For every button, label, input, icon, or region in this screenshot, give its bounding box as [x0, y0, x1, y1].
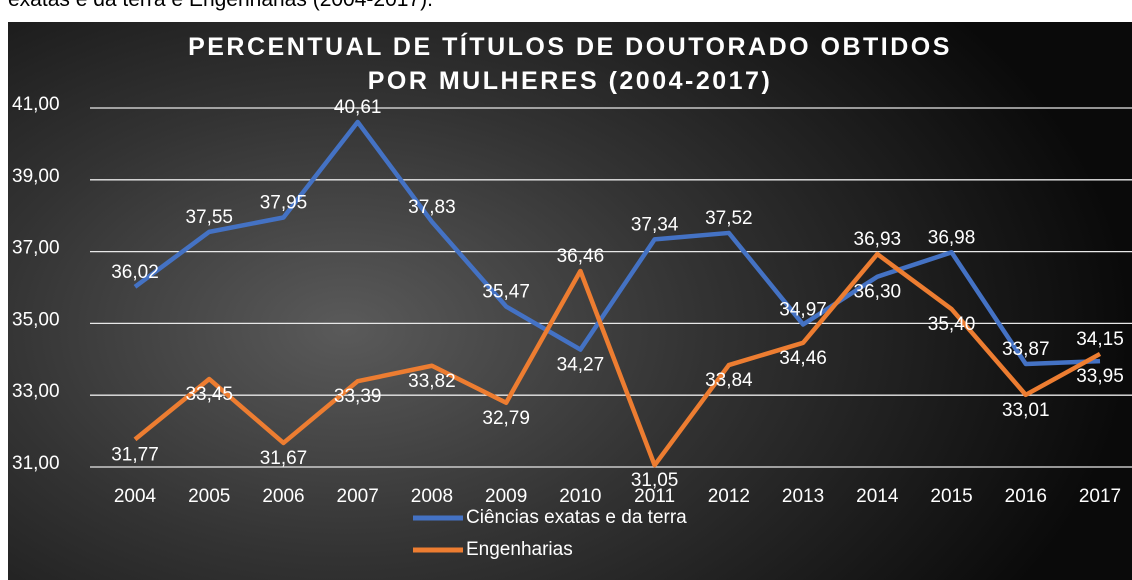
legend-label: Engenharias: [466, 539, 573, 560]
data-label: 37,34: [631, 214, 679, 235]
data-label: 37,83: [408, 197, 456, 218]
y-tick-label: 35,00: [12, 309, 60, 330]
chart-title: PERCENTUAL DE TÍTULOS DE DOUTORADO OBTID…: [188, 33, 952, 95]
data-label: 37,95: [260, 193, 308, 214]
legend-label: Ciências exatas e da terra: [466, 507, 687, 528]
data-label: 33,01: [1002, 400, 1050, 421]
caption: exatas e da terra e Engenharias (2004-20…: [8, 0, 433, 12]
data-label: 36,46: [557, 246, 605, 267]
y-tick-label: 41,00: [12, 94, 60, 115]
data-label: 35,40: [928, 314, 976, 335]
series-line: [133, 119, 1101, 367]
data-label: 33,87: [1002, 339, 1050, 360]
x-tick-label: 2007: [337, 486, 379, 507]
data-label: 36,30: [854, 282, 902, 303]
x-tick-label: 2014: [856, 486, 899, 507]
y-tick-label: 37,00: [12, 238, 60, 259]
chart: 31,00 33,00 35,00 37,00 39,00 41,00 2004 2005 20…: [12, 94, 1132, 560]
data-label: 34,15: [1076, 329, 1124, 350]
data-label: 33,82: [408, 371, 456, 392]
x-tick-label: 2016: [1005, 486, 1047, 507]
x-tick-label: 2009: [485, 486, 527, 507]
data-label: 40,61: [334, 97, 382, 118]
x-tick-label: 2013: [782, 486, 824, 507]
chart-area: PERCENTUAL DE TÍTULOS DE DOUTORADO OBTID…: [8, 22, 1132, 580]
data-label: 31,77: [111, 444, 159, 465]
y-tick-label: 33,00: [12, 381, 60, 402]
data-label: 36,93: [854, 229, 902, 250]
x-tick-label: 2006: [262, 486, 304, 507]
x-tick-label: 2010: [559, 486, 601, 507]
data-label: 33,39: [334, 386, 382, 407]
x-tick-label: 2005: [188, 486, 230, 507]
x-tick-label: 2017: [1079, 486, 1121, 507]
data-label: 31,05: [631, 470, 679, 491]
x-tick-label: 2015: [930, 486, 972, 507]
x-tick-label: 2008: [411, 486, 453, 507]
data-label: 37,52: [705, 208, 753, 229]
data-label: 35,47: [482, 282, 530, 303]
x-tick-label: 2011: [634, 486, 675, 507]
data-label: 33,95: [1076, 366, 1124, 387]
x-tick-label: 2004: [114, 486, 157, 507]
data-label: 36,98: [928, 227, 976, 248]
series-line: [133, 251, 1102, 468]
data-label: 32,79: [482, 408, 530, 429]
data-label: 34,27: [557, 355, 605, 376]
y-tick-label: 39,00: [12, 166, 60, 187]
data-label: 34,46: [779, 348, 827, 369]
data-label: 33,84: [705, 370, 753, 391]
y-tick-label: 31,00: [12, 453, 60, 474]
data-label: 37,55: [185, 207, 233, 228]
data-label: 33,45: [185, 384, 233, 405]
data-label: 31,67: [260, 448, 308, 469]
data-label: 36,02: [111, 262, 159, 283]
data-label: 34,97: [779, 299, 827, 320]
x-tick-label: 2012: [708, 486, 750, 507]
